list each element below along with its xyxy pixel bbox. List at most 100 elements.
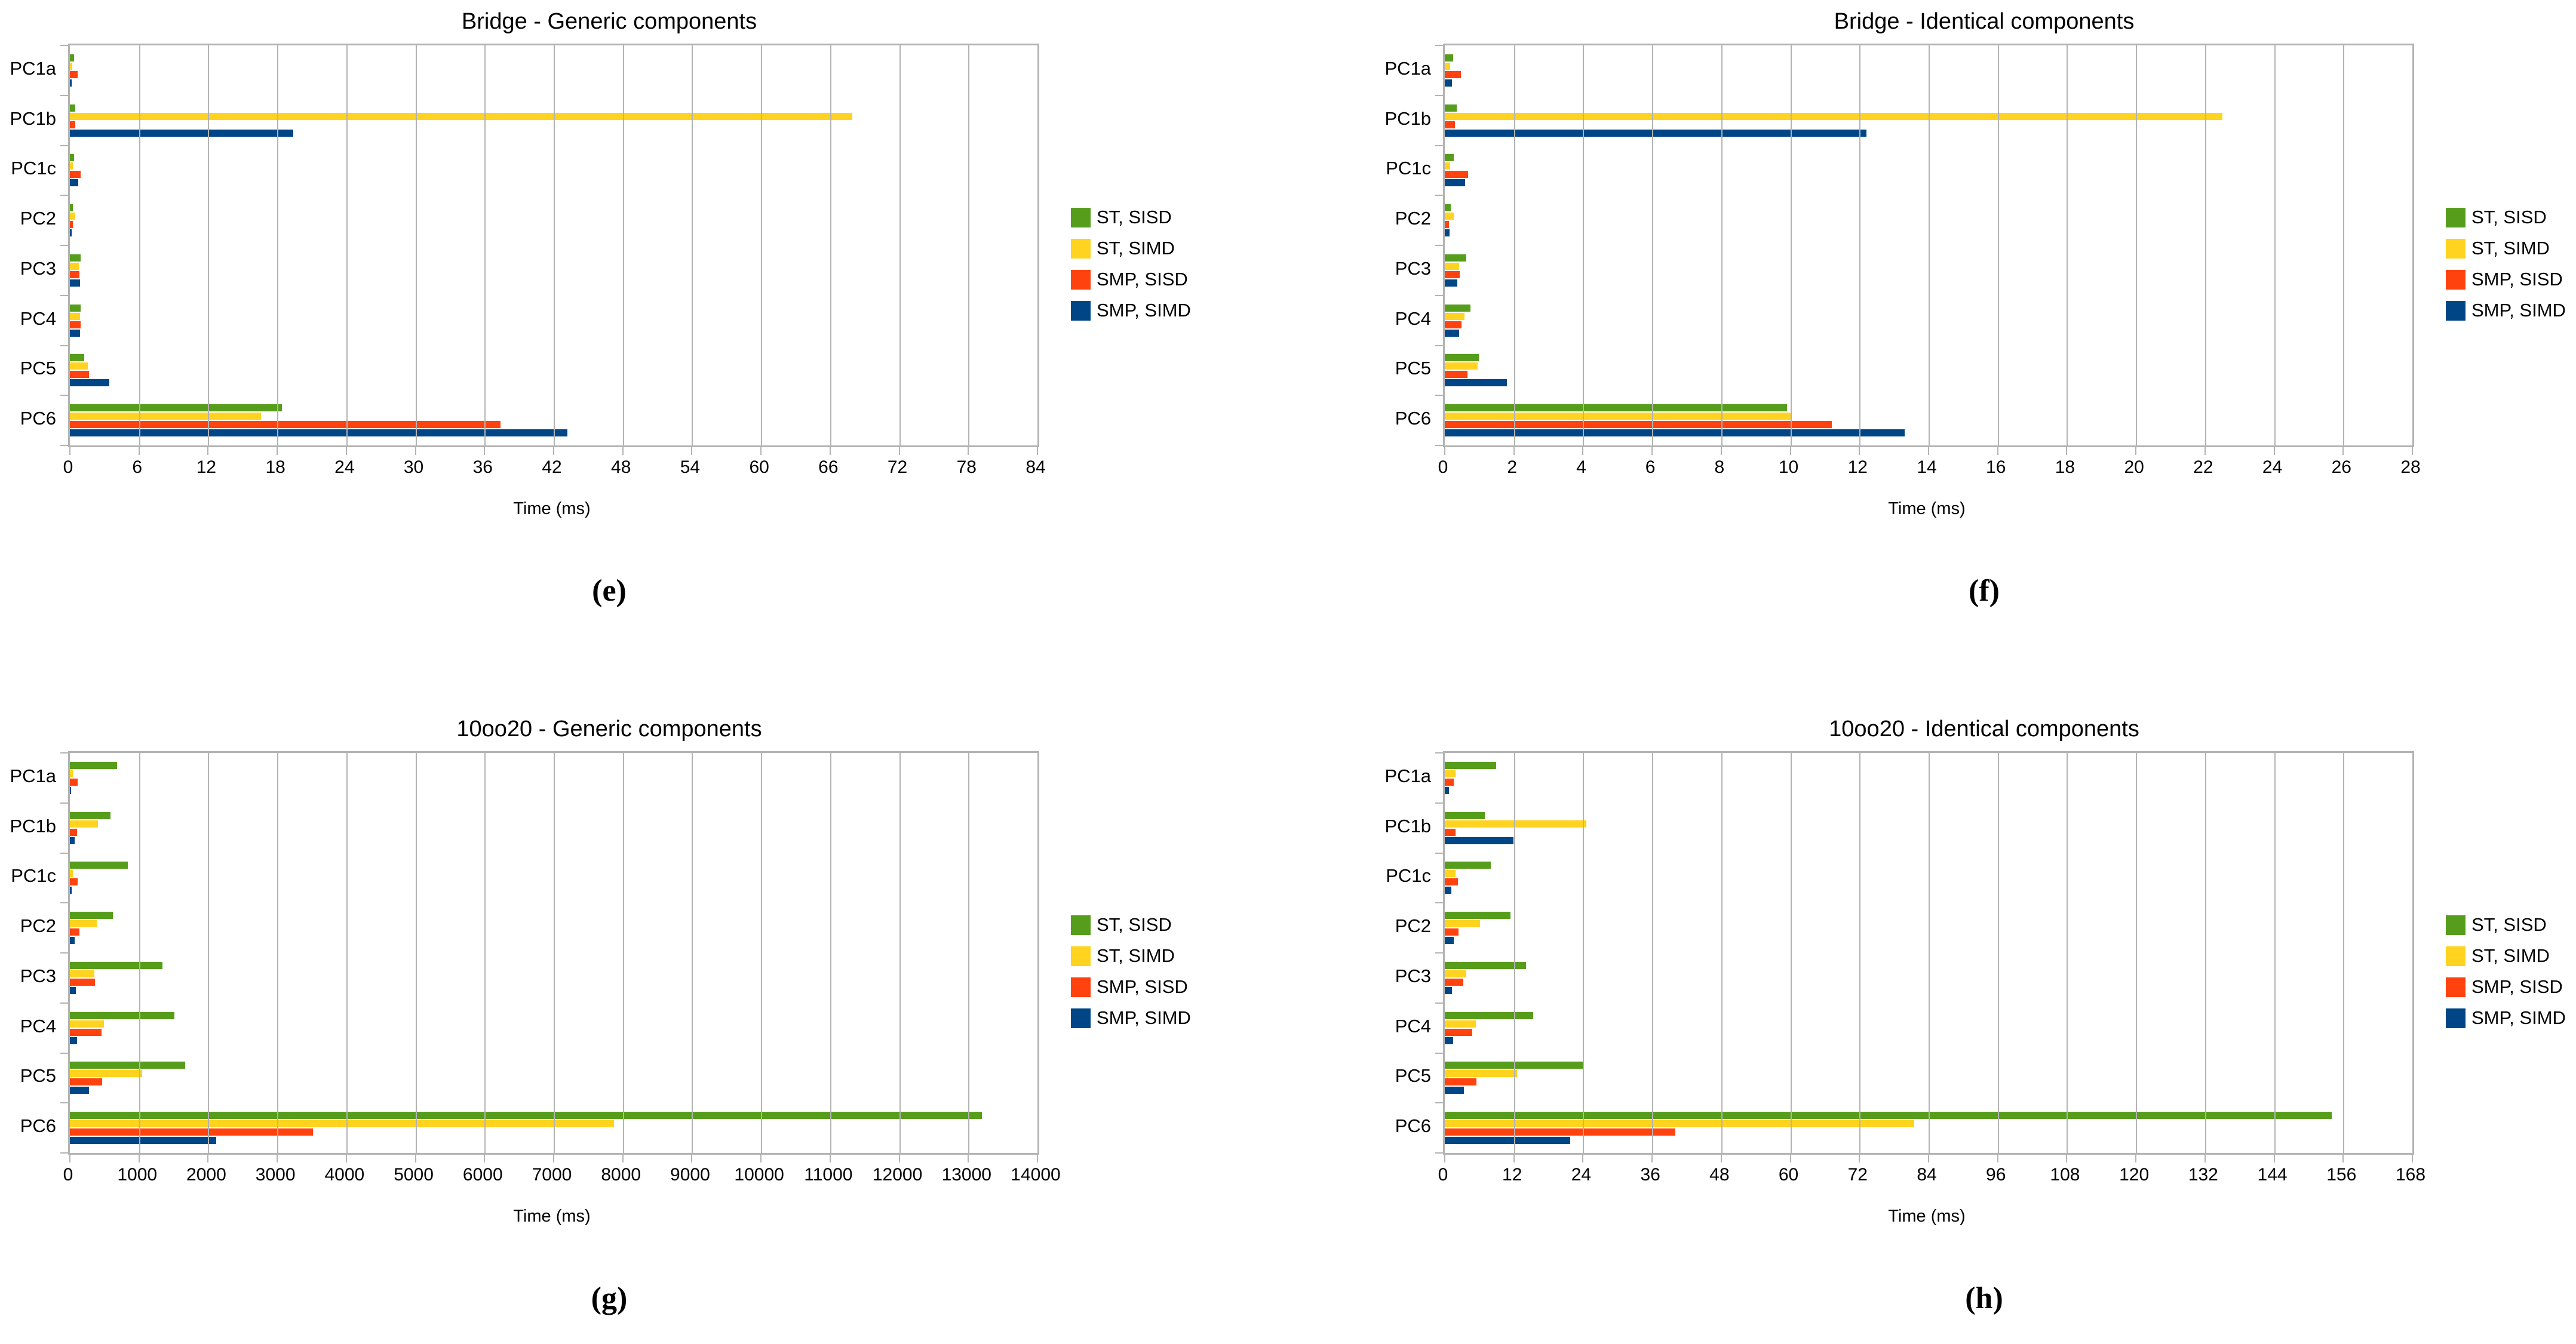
bar [70, 920, 97, 928]
x-tick-mark [1789, 1155, 1791, 1162]
bar [70, 304, 81, 312]
y-category-label: PC1a [10, 57, 56, 79]
y-tick-mark [60, 902, 68, 904]
bar [70, 761, 117, 769]
legend-label: ST, SIMD [2471, 238, 2550, 259]
bar [1445, 1037, 1453, 1044]
x-tick-label: 3000 [255, 1165, 296, 1185]
bar [1445, 204, 1451, 212]
bar [1445, 1137, 1571, 1145]
bar [1445, 986, 1452, 994]
legend-swatch [2446, 300, 2466, 321]
x-tick-mark [69, 447, 70, 455]
legend-label: ST, SISD [2471, 914, 2547, 935]
x-tick-mark [1720, 447, 1722, 455]
bar [70, 828, 77, 836]
bar [1445, 229, 1450, 237]
bar [1445, 413, 1791, 420]
y-tick-mark [1435, 345, 1443, 346]
legend: ST, SISD ST, SIMD SMP, SISD SMP, SIMD [2446, 914, 2566, 1029]
x-tick-mark [2412, 447, 2413, 455]
bar-group [70, 1103, 1037, 1153]
y-category-label: PC2 [20, 208, 56, 229]
bar [1445, 928, 1459, 936]
bar [70, 786, 72, 794]
legend-swatch [1071, 207, 1091, 227]
bar [1445, 104, 1457, 112]
y-category-label: PC2 [1395, 208, 1431, 229]
y-category-label: PC1c [1386, 865, 1431, 887]
x-tick-label: 132 [2188, 1165, 2218, 1185]
bar-group [70, 903, 1037, 953]
y-category-label: PC2 [20, 915, 56, 937]
chart-panel-bridge-generic: Bridge - Generic components PC1a PC1b PC1c… [10, 5, 1202, 650]
bar [1445, 1020, 1476, 1028]
bar [70, 129, 294, 137]
legend-item: ST, SIMD [1071, 945, 1191, 967]
x-tick-mark [484, 1155, 486, 1162]
plot-area [1435, 44, 2414, 455]
bar-group [70, 96, 1037, 146]
legend-item: ST, SISD [1071, 914, 1191, 936]
legend-item: ST, SIMD [2446, 945, 2566, 967]
x-tick-label: 72 [887, 457, 908, 477]
x-axis-ticks: 0 2 4 6 8 10 12 14 16 18 20 22 24 26 28 [1438, 457, 2421, 481]
y-axis-labels: PC1a PC1b PC1c PC2 PC3 PC4 PC5 PC6 [10, 751, 56, 1151]
legend-swatch [2446, 915, 2466, 935]
chart-panel-bridge-identical: Bridge - Identical components PC1a PC1b PC… [1384, 5, 2576, 650]
chart-panel-10oo20-generic: 10oo20 - Generic components PC1a PC1b PC1c… [10, 712, 1202, 1344]
gridline [1652, 45, 1654, 445]
bar-groups [1445, 45, 2412, 445]
y-category-label: PC1a [1384, 57, 1431, 79]
legend-label: ST, SISD [1097, 914, 1172, 935]
y-category-label: PC1c [1386, 158, 1431, 179]
y-category-label: PC6 [1395, 408, 1431, 429]
bar [1445, 1070, 1517, 1078]
gridline [346, 45, 348, 445]
bar [70, 811, 110, 819]
legend-label: SMP, SISD [1097, 269, 1188, 290]
y-tick-mark [1435, 294, 1443, 296]
chart-title: Bridge - Identical components [1834, 9, 2135, 34]
y-tick-mark [1435, 752, 1443, 753]
bar [70, 179, 78, 187]
legend-item: SMP, SISD [2446, 976, 2566, 998]
y-tick-mark [1435, 395, 1443, 396]
x-tick-label: 84 [1917, 1165, 1937, 1185]
x-tick-mark [2342, 447, 2344, 455]
x-tick-mark [1037, 447, 1038, 455]
bar [70, 770, 73, 777]
x-tick-mark [138, 447, 140, 455]
x-tick-label: 12 [196, 457, 217, 477]
gridline [968, 45, 970, 445]
x-tick-mark [2412, 1155, 2413, 1162]
bar-group [1445, 296, 2412, 346]
x-tick-label: 2000 [186, 1165, 226, 1185]
subfigure-caption: (g) [591, 1281, 628, 1315]
x-tick-mark [1444, 1155, 1445, 1162]
bar [1445, 1078, 1477, 1086]
bar [70, 62, 73, 70]
bar [70, 970, 94, 977]
y-tick-mark [60, 852, 68, 854]
x-tick-mark [2066, 447, 2068, 455]
y-tick-mark [60, 1002, 68, 1004]
y-tick-mark [60, 294, 68, 296]
bar [70, 1020, 104, 1028]
subfigure-caption: (f) [1969, 574, 2000, 608]
bar [1445, 820, 1587, 828]
gridline [1997, 45, 1999, 445]
bar [1445, 262, 1460, 270]
bar [70, 1037, 78, 1044]
gridline [899, 45, 901, 445]
bar [1445, 1128, 1675, 1136]
bar [70, 887, 72, 894]
x-tick-label: 14000 [1011, 1165, 1061, 1185]
x-tick-label: 14 [1917, 457, 1937, 477]
bar [1445, 279, 1458, 287]
bar [70, 371, 90, 379]
bar-group [70, 395, 1037, 445]
gridline [2136, 45, 2138, 445]
y-axis-labels: PC1a PC1b PC1c PC2 PC3 PC4 PC5 PC6 [1384, 44, 1431, 444]
bar-group [70, 45, 1037, 96]
